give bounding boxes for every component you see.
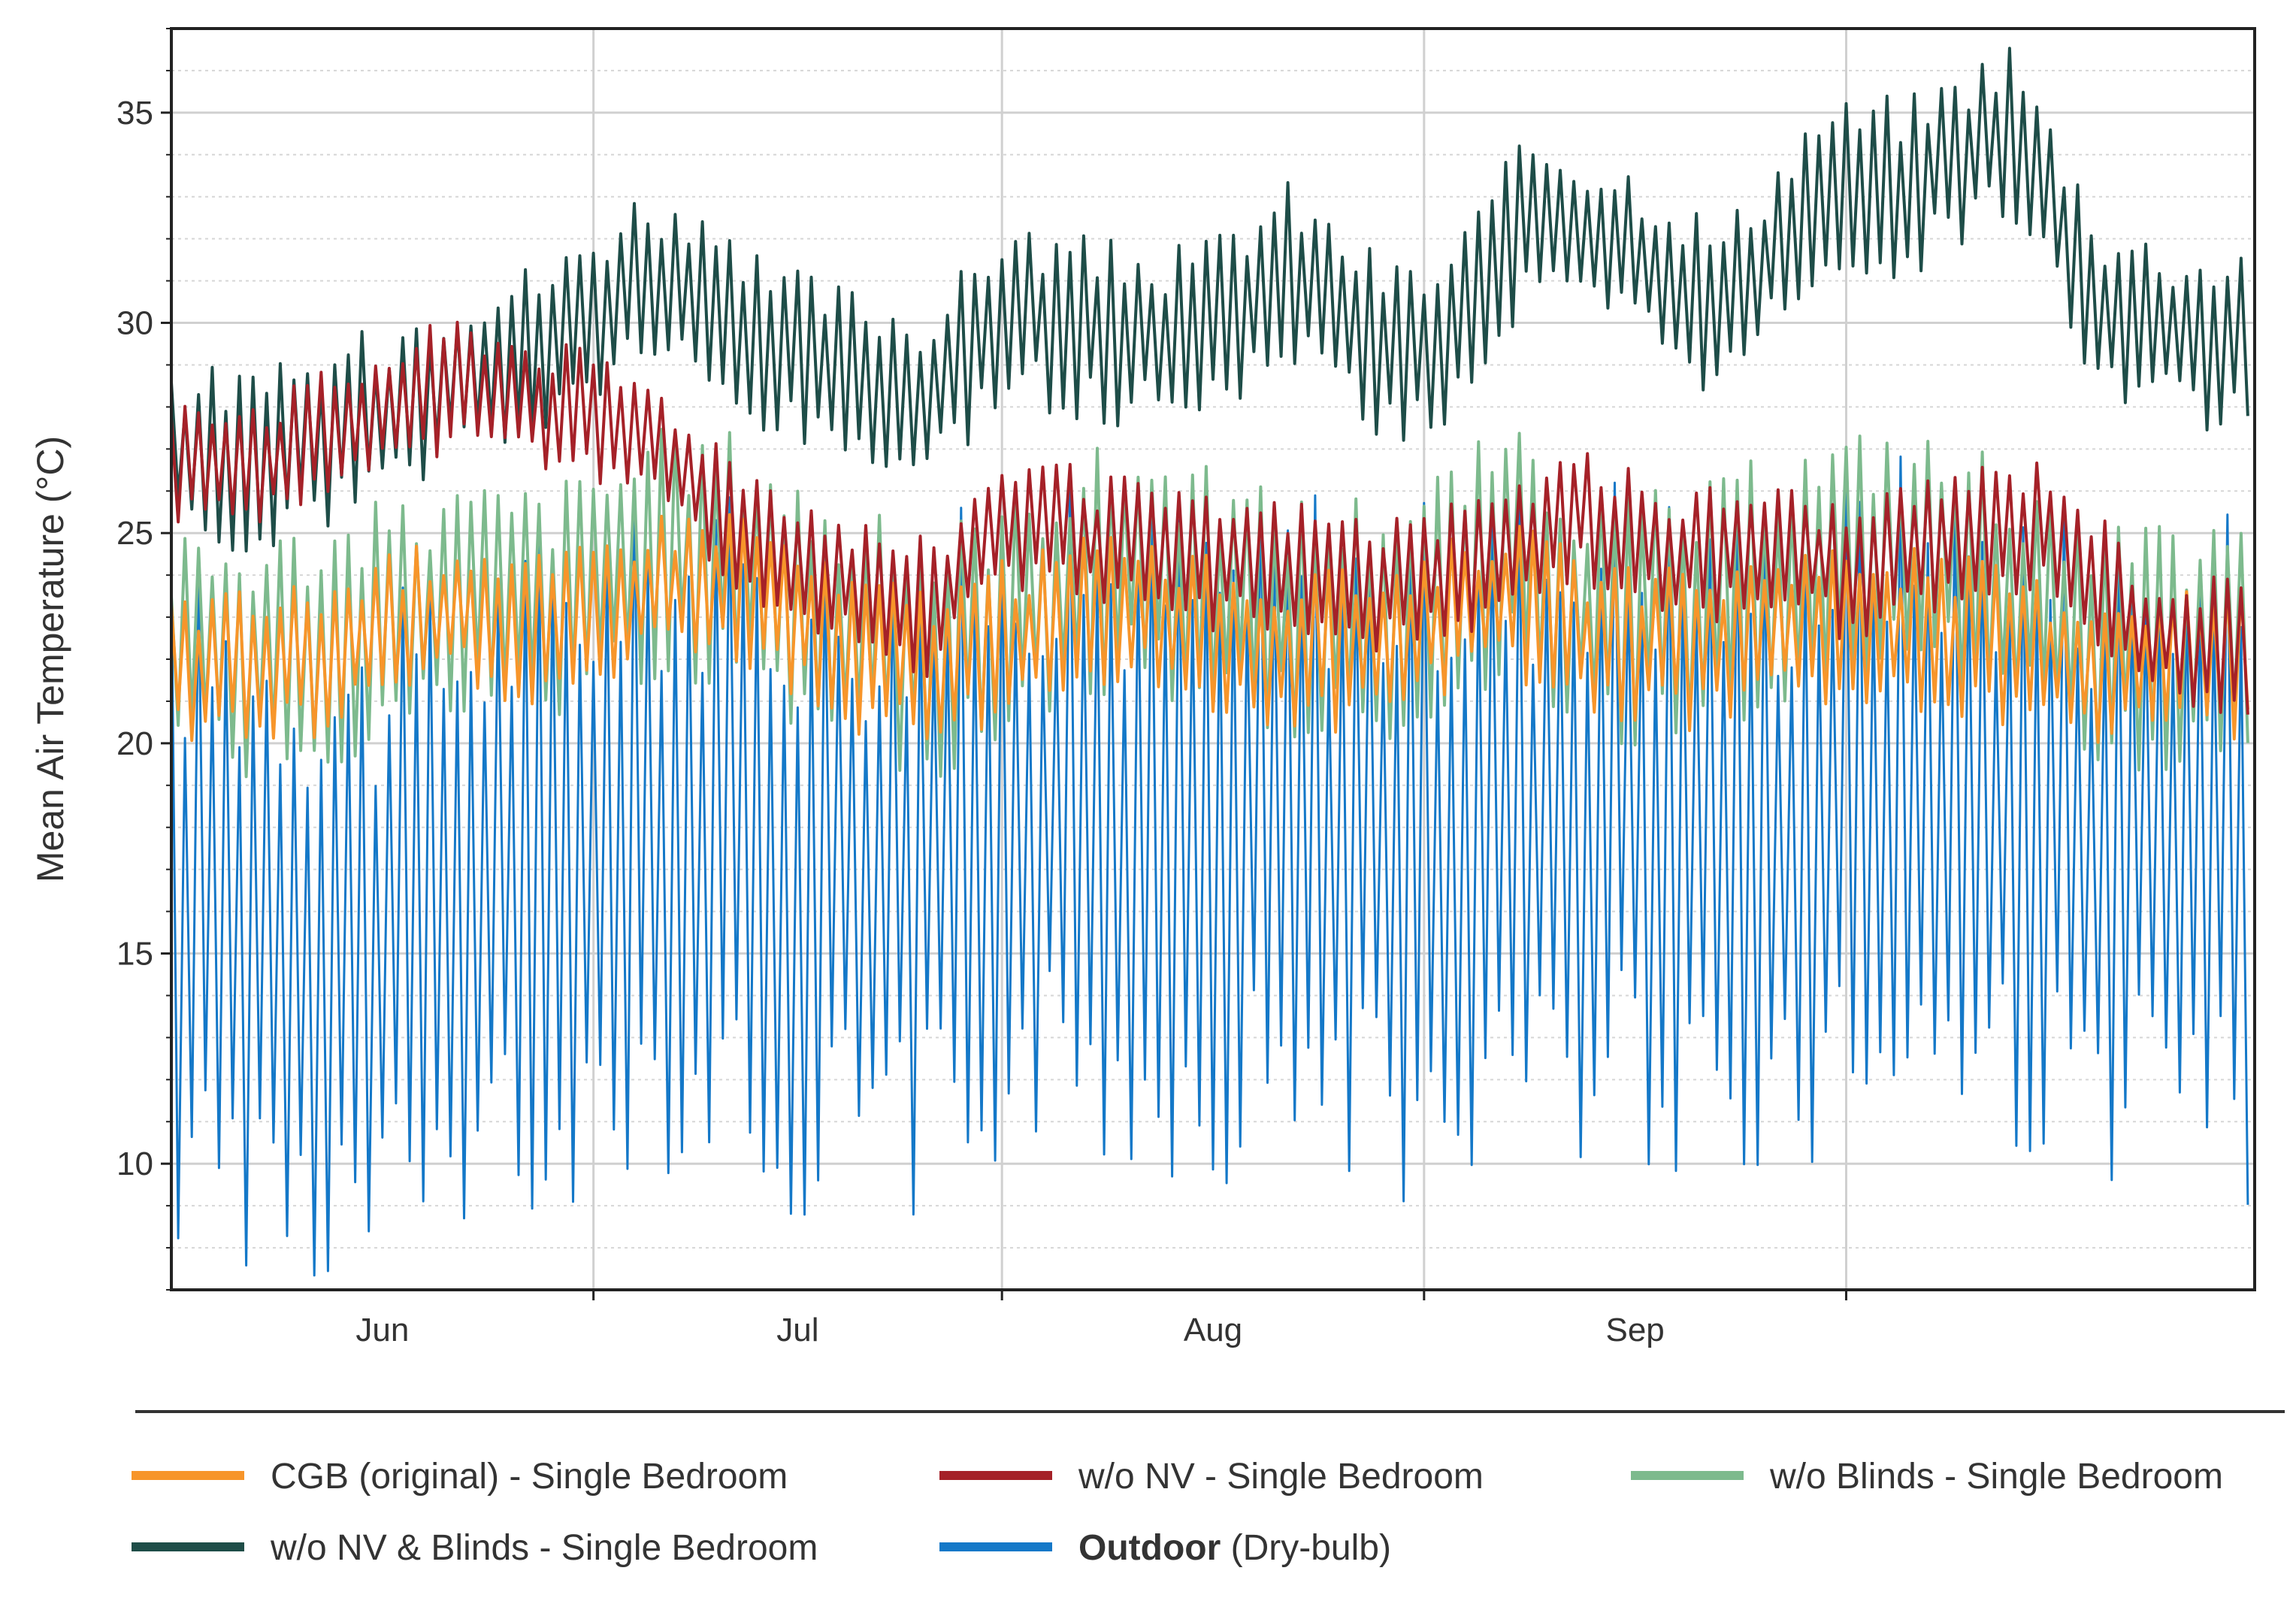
legend-item: w/o NV & Blinds - Single Bedroom — [132, 1528, 818, 1568]
y-tick-label: 20 — [116, 725, 153, 762]
series-line — [170, 320, 2249, 715]
x-tick-label: Sep — [1605, 1312, 1664, 1348]
y-tick-label: 35 — [116, 95, 153, 132]
legend-label: Outdoor (Dry-bulb) — [1078, 1528, 1391, 1568]
legend-item: CGB (original) - Single Bedroom — [132, 1457, 788, 1497]
grid-major — [171, 29, 2255, 1290]
legend-label-rest: (Dry-bulb) — [1221, 1528, 1391, 1568]
x-tick-label: Aug — [1184, 1312, 1242, 1348]
legend-item: w/o Blinds - Single Bedroom — [1631, 1457, 2223, 1497]
legend-label: w/o NV - Single Bedroom — [1078, 1457, 1484, 1497]
x-tick-label: Jun — [355, 1312, 409, 1348]
series-line — [170, 513, 2249, 744]
y-axis-title: Mean Air Temperature (°C) — [29, 436, 71, 882]
legend-item: w/o NV - Single Bedroom — [939, 1457, 1484, 1497]
legend-label: CGB (original) - Single Bedroom — [271, 1457, 788, 1497]
legend: CGB (original) - Single Bedroom w/o NV - … — [132, 1457, 2223, 1568]
legend-label: w/o NV & Blinds - Single Bedroom — [270, 1528, 818, 1568]
legend-label: w/o Blinds - Single Bedroom — [1769, 1457, 2223, 1497]
x-tick-label: Jul — [776, 1312, 818, 1348]
legend-label-bold: Outdoor — [1078, 1528, 1221, 1568]
y-tick-label: 25 — [116, 515, 153, 552]
series-line — [170, 455, 2249, 1277]
y-tick-label: 10 — [116, 1146, 153, 1182]
legend-item: Outdoor (Dry-bulb) — [939, 1528, 1391, 1568]
y-tick-label: 30 — [116, 305, 153, 342]
series-layer — [170, 47, 2249, 1277]
y-axis: 10 15 20 25 30 35 — [116, 28, 171, 1291]
x-axis: Jun Jul Aug Sep — [355, 1290, 1847, 1348]
y-tick-label: 15 — [116, 936, 153, 973]
series-line — [170, 47, 2249, 553]
